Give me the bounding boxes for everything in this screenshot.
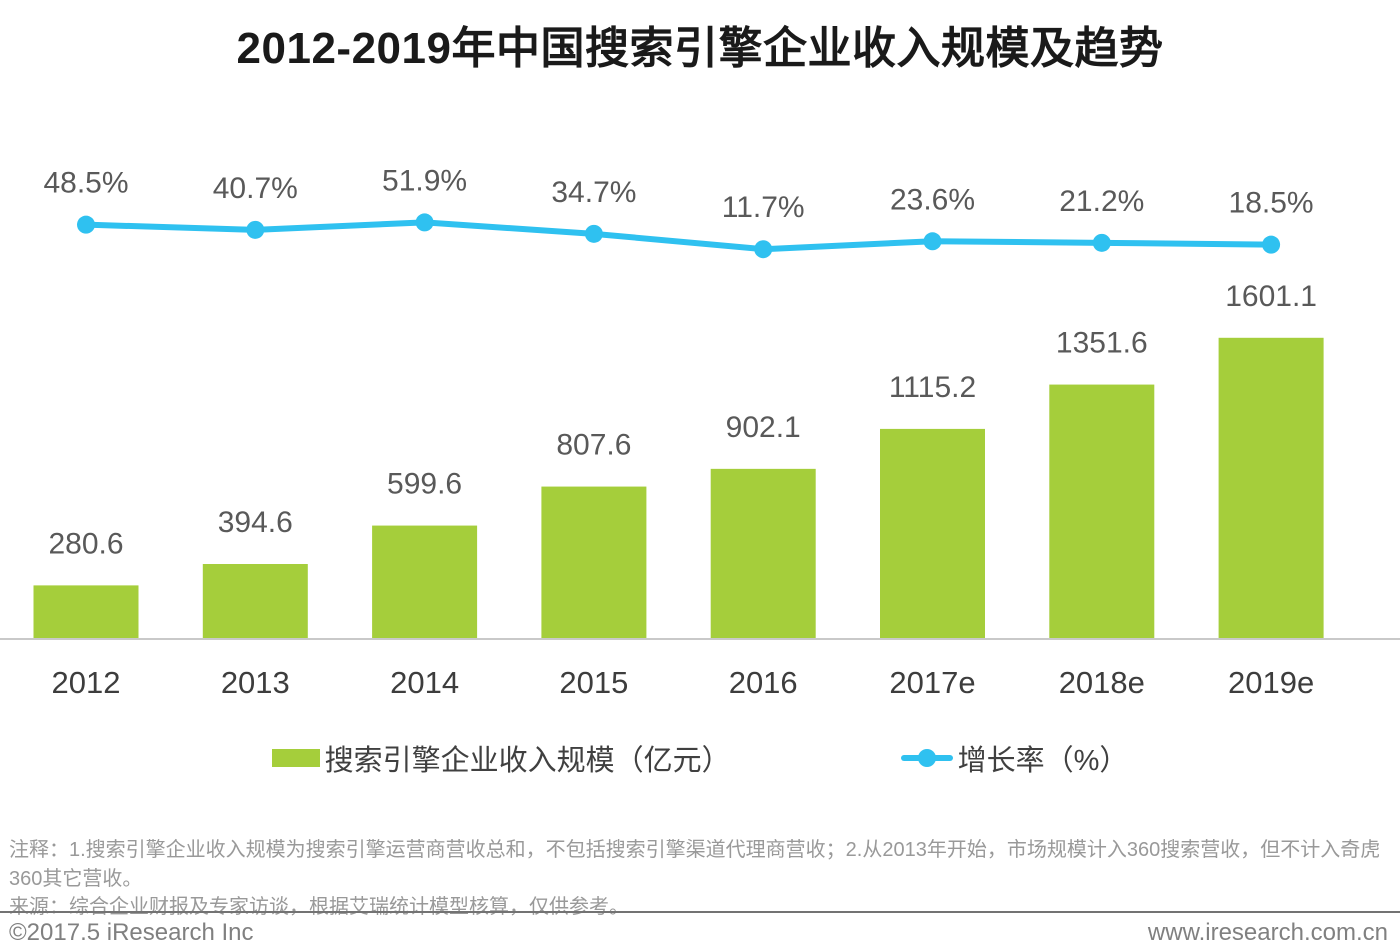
legend-item-growth: 增长率（%） xyxy=(900,737,1129,779)
bar-series-swatch-icon xyxy=(271,749,320,767)
growth-value-label-2013: 40.7% xyxy=(213,172,298,205)
bar-value-label-2017e: 1115.2 xyxy=(889,371,976,404)
growth-point-2017e xyxy=(923,232,942,251)
growth-rate-line xyxy=(83,219,1275,253)
bar-value-label-2018e: 1351.6 xyxy=(1056,327,1148,360)
revenue-bar-2016 xyxy=(710,468,816,638)
revenue-bar-2014 xyxy=(372,525,478,638)
revenue-bar-2015 xyxy=(541,486,647,638)
bar-value-label-2012: 280.6 xyxy=(48,527,123,560)
x-axis-label-2015: 2015 xyxy=(559,665,628,700)
growth-point-2015 xyxy=(584,224,603,243)
x-axis-label-2018e: 2018e xyxy=(1059,665,1145,700)
x-axis-label-2013: 2013 xyxy=(221,665,290,700)
revenue-bar-2013 xyxy=(202,564,308,638)
bar-value-label-2019e: 1601.1 xyxy=(1225,280,1317,313)
x-axis-label-2016: 2016 xyxy=(729,665,798,700)
x-axis-label-2019e: 2019e xyxy=(1228,665,1314,700)
x-axis-label-2014: 2014 xyxy=(390,665,459,700)
page-footer: ©2017.5 iResearch Inc www.iresearch.com.… xyxy=(0,911,1400,947)
growth-point-2013 xyxy=(246,220,265,239)
growth-value-label-2019e: 18.5% xyxy=(1229,187,1314,220)
line-series-marker-icon xyxy=(900,749,953,767)
growth-point-2012 xyxy=(77,215,95,234)
line-series-dot-icon xyxy=(917,749,936,767)
legend-item-revenue: 搜索引擎企业收入规模（亿元） xyxy=(271,737,731,779)
growth-value-label-2012: 48.5% xyxy=(43,167,128,200)
website-link[interactable]: www.iresearch.com.cn xyxy=(1147,919,1388,946)
x-axis-label-2017e: 2017e xyxy=(889,665,975,700)
legend-label-growth: 增长率（%） xyxy=(957,745,1129,777)
growth-value-label-2015: 34.7% xyxy=(551,176,636,209)
bar-value-label-2014: 599.6 xyxy=(387,468,462,501)
growth-value-label-2014: 51.9% xyxy=(382,164,467,197)
x-axis-label-2012: 2012 xyxy=(52,665,121,700)
revenue-growth-combo-chart: 280.6 2012 394.6 2013 599.6 2014 807.6 2015 902.… xyxy=(0,164,1400,700)
growth-point-2019e xyxy=(1262,235,1281,254)
copyright-text: ©2017.5 iResearch Inc xyxy=(9,919,254,946)
growth-point-2018e xyxy=(1092,233,1111,252)
bar-value-label-2016: 902.1 xyxy=(726,411,801,444)
revenue-bar-2017e xyxy=(880,428,985,638)
growth-point-2016 xyxy=(754,240,773,259)
bar-value-label-2015: 807.6 xyxy=(556,429,631,462)
chart-title: 2012-2019年中国搜索引擎企业收入规模及趋势 xyxy=(236,24,1164,73)
chart-legend: 搜索引擎企业收入规模（亿元） 增长率（%） xyxy=(0,737,1400,779)
growth-value-label-2017e: 23.6% xyxy=(890,183,975,216)
revenue-bar-2012 xyxy=(33,585,139,638)
bar-value-label-2013: 394.6 xyxy=(218,506,293,539)
revenue-bar-2019e xyxy=(1218,337,1324,638)
growth-value-label-2016: 11.7% xyxy=(722,191,805,224)
footnotes: 注释：1.搜索引擎企业收入规模为搜索引擎运营商营收总和，不包括搜索引擎渠道代理商… xyxy=(9,836,1394,922)
revenue-bar-2018e xyxy=(1049,384,1155,638)
growth-point-2014 xyxy=(415,213,434,232)
note-annotation: 注释：1.搜索引擎企业收入规模为搜索引擎运营商营收总和，不包括搜索引擎渠道代理商… xyxy=(9,839,1381,890)
legend-label-revenue: 搜索引擎企业收入规模（亿元） xyxy=(324,745,731,777)
growth-value-label-2018e: 21.2% xyxy=(1059,185,1144,218)
